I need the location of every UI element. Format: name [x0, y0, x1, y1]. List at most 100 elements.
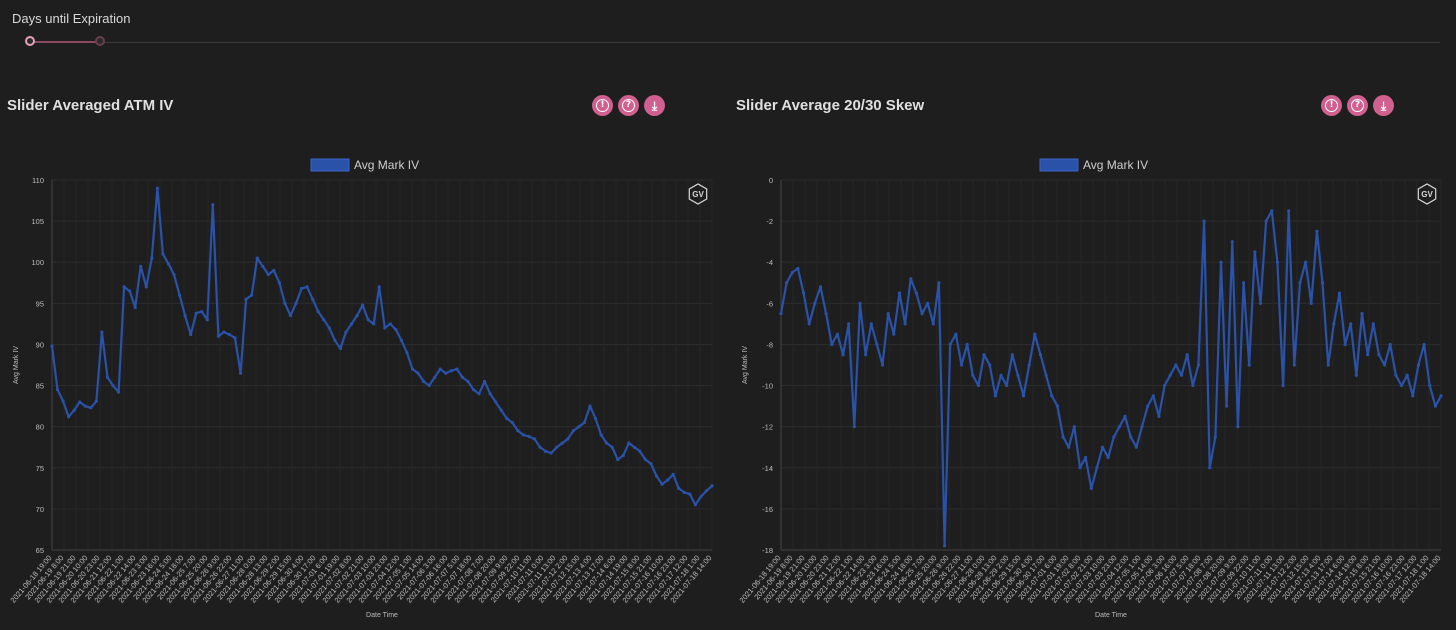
help-button[interactable]: ?: [618, 95, 639, 116]
alert-icon: !: [1325, 99, 1338, 112]
data-point: [1287, 209, 1291, 213]
slider-handle-max[interactable]: [95, 36, 105, 46]
data-point: [255, 256, 259, 260]
data-point: [1168, 373, 1172, 377]
data-point: [841, 353, 845, 357]
data-point: [1089, 486, 1093, 490]
data-point: [1309, 301, 1313, 305]
data-point: [1033, 332, 1037, 336]
data-point: [999, 373, 1003, 377]
data-point: [1264, 219, 1268, 223]
data-point: [1298, 281, 1302, 285]
slider-label: Days until Expiration: [12, 11, 131, 26]
data-point: [122, 285, 126, 289]
data-point: [1196, 363, 1201, 367]
data-point: [1281, 383, 1285, 388]
data-point: [1332, 322, 1336, 326]
slider-handle-min[interactable]: [25, 36, 35, 46]
help-icon: ?: [622, 99, 635, 112]
data-point: [483, 379, 487, 384]
data-point: [627, 441, 631, 445]
gv-badge-text: GV: [692, 190, 704, 199]
data-point: [455, 367, 459, 371]
data-point: [824, 312, 828, 316]
data-point: [1202, 219, 1206, 223]
legend-label: Avg Mark IV: [354, 158, 419, 172]
download-button[interactable]: ⤓: [1373, 95, 1394, 116]
data-point: [1349, 322, 1353, 326]
x-axis-title: Date Time: [1095, 612, 1127, 619]
slider-track[interactable]: [30, 42, 1440, 43]
data-point: [1354, 373, 1358, 377]
data-point: [971, 373, 975, 377]
data-point: [920, 312, 924, 316]
data-point: [327, 326, 331, 330]
data-point: [682, 490, 686, 495]
data-point: [355, 314, 359, 318]
data-point: [610, 445, 614, 449]
data-point: [704, 489, 709, 493]
data-point: [1134, 445, 1138, 449]
data-point: [909, 277, 913, 281]
data-point: [78, 400, 82, 404]
data-point: [477, 392, 481, 396]
data-point: [316, 309, 320, 314]
data-point: [266, 272, 270, 277]
data-point: [1106, 455, 1110, 460]
data-point: [1382, 363, 1387, 367]
info-button[interactable]: !: [592, 95, 613, 116]
y-tick-label: 0: [769, 176, 773, 185]
data-point: [1095, 466, 1099, 470]
help-button[interactable]: ?: [1347, 95, 1368, 116]
series-line: [50, 187, 713, 506]
x-axis-title: Date Time: [366, 612, 398, 619]
data-point: [299, 286, 304, 291]
data-point: [699, 494, 703, 499]
data-point: [1326, 363, 1330, 367]
data-point: [801, 291, 806, 295]
data-point: [566, 437, 570, 441]
data-point: [366, 318, 370, 322]
data-point: [94, 399, 98, 403]
download-button[interactable]: ⤓: [644, 95, 665, 116]
data-point: [505, 416, 509, 421]
y-tick-label: 90: [36, 340, 44, 349]
data-point: [1304, 260, 1308, 264]
data-point: [1360, 312, 1364, 316]
gv-badge: GV: [1417, 183, 1437, 205]
data-point: [1055, 404, 1060, 408]
data-point: [388, 322, 392, 326]
data-point: [460, 375, 465, 379]
panel-title-atm-iv: Slider Averaged ATM IV: [7, 97, 174, 114]
data-point: [1174, 363, 1178, 367]
data-point: [976, 383, 981, 388]
slider-range-fill: [30, 41, 101, 43]
data-point: [796, 266, 800, 270]
data-point: [1337, 291, 1342, 295]
data-point: [858, 301, 862, 305]
data-point: [444, 371, 448, 375]
data-point: [1247, 363, 1251, 367]
data-point: [677, 486, 681, 490]
data-point: [1230, 240, 1234, 244]
data-point: [1084, 455, 1088, 460]
data-point: [864, 353, 868, 357]
info-button[interactable]: !: [1321, 95, 1342, 116]
data-point: [549, 451, 553, 455]
data-point: [897, 291, 902, 295]
data-point: [466, 379, 470, 384]
data-point: [1394, 373, 1398, 377]
data-point: [818, 285, 823, 289]
data-point: [544, 449, 548, 453]
data-point: [377, 285, 381, 289]
data-point: [305, 285, 309, 289]
data-point: [1343, 342, 1347, 347]
data-point: [183, 314, 187, 318]
data-point: [311, 297, 315, 301]
data-point: [1112, 435, 1116, 439]
data-point: [1157, 414, 1161, 418]
data-point: [1021, 394, 1026, 398]
atm-iv-chart: Avg Mark IV110105100959085807570652021-0…: [9, 158, 714, 619]
data-point: [394, 328, 398, 332]
y-tick-label: -10: [762, 382, 773, 391]
